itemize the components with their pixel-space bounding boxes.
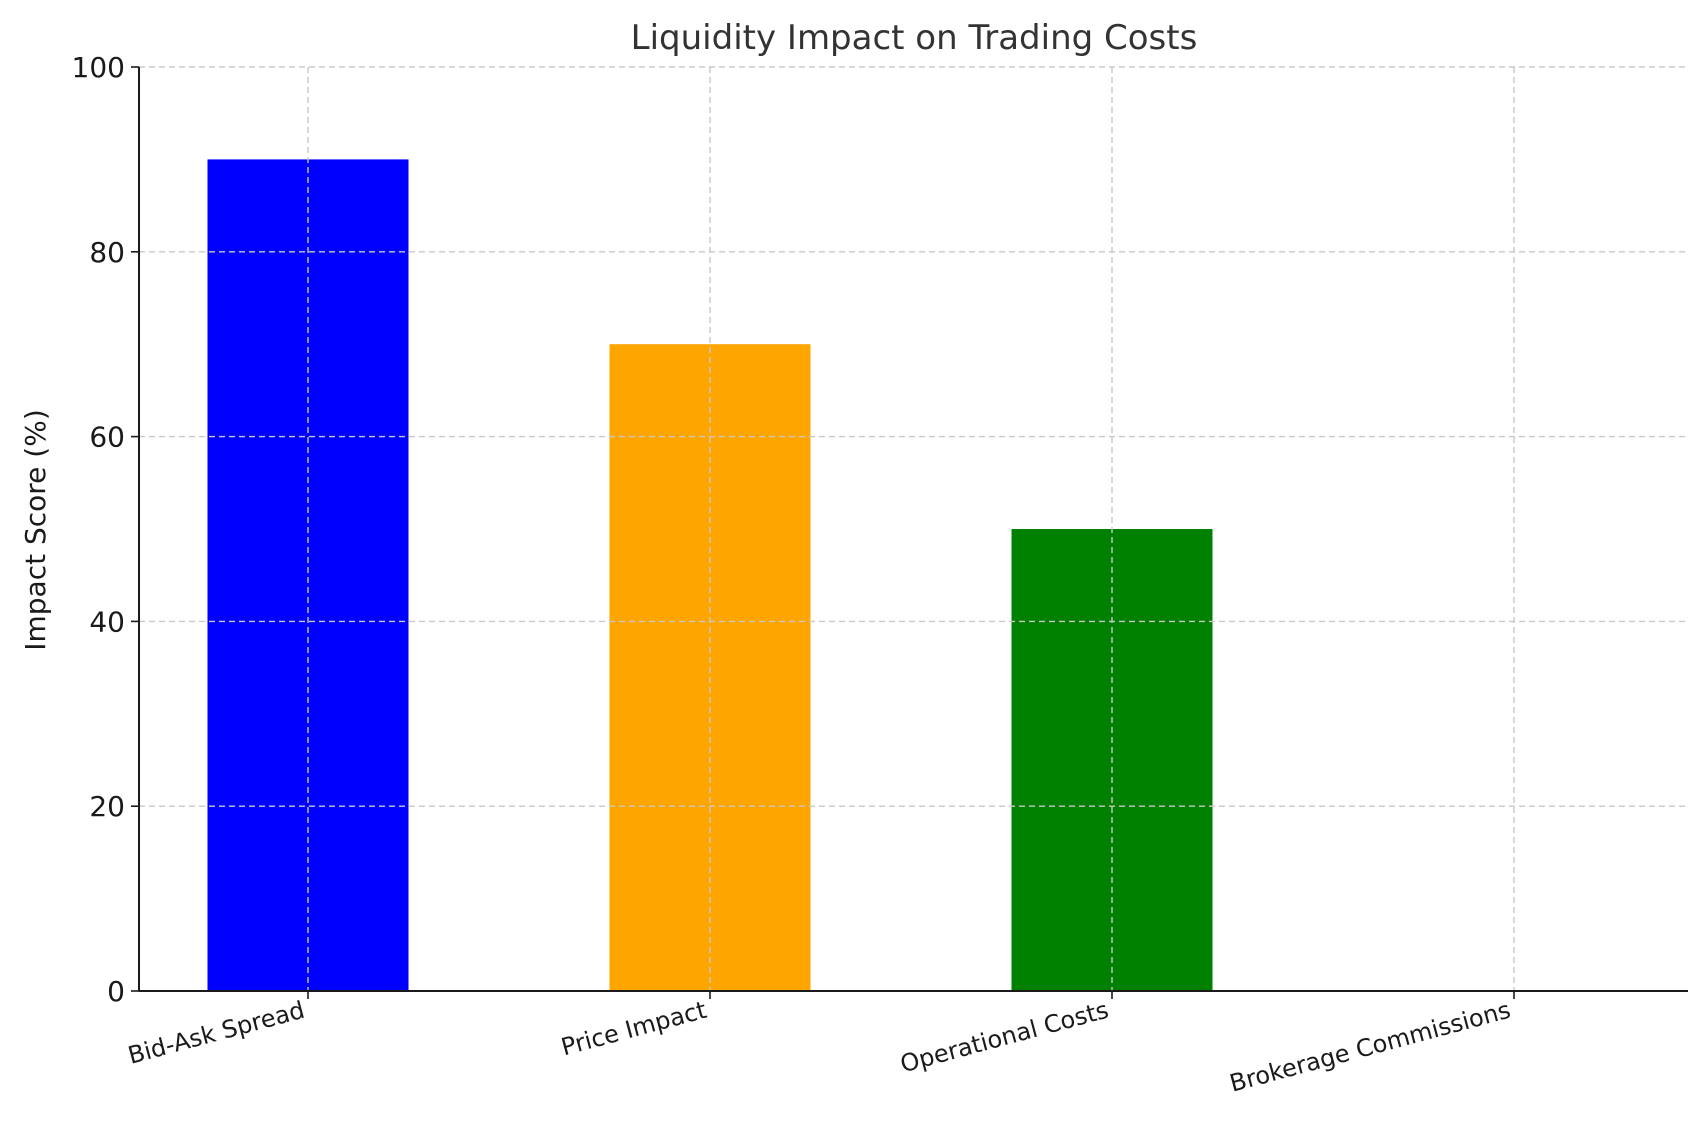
y-tick-label: 100 bbox=[72, 51, 125, 84]
bar-bid-ask-spread bbox=[207, 159, 409, 991]
chart-title: Liquidity Impact on Trading Costs bbox=[631, 18, 1198, 58]
x-tick-label: Brokerage Commissions bbox=[1227, 996, 1514, 1098]
bar-layer bbox=[207, 159, 1213, 991]
x-tick-label: Bid-Ask Spread bbox=[125, 996, 308, 1070]
y-tick-label: 0 bbox=[107, 975, 125, 1008]
y-tick-label: 60 bbox=[89, 421, 125, 454]
y-tick-label: 20 bbox=[89, 790, 125, 823]
y-tick-label: 80 bbox=[89, 236, 125, 269]
y-axis-label: Impact Score (%) bbox=[19, 409, 52, 651]
x-tick-label: Operational Costs bbox=[897, 996, 1111, 1079]
x-tick-label: Price Impact bbox=[558, 996, 709, 1062]
y-tick-label: 40 bbox=[89, 605, 125, 638]
